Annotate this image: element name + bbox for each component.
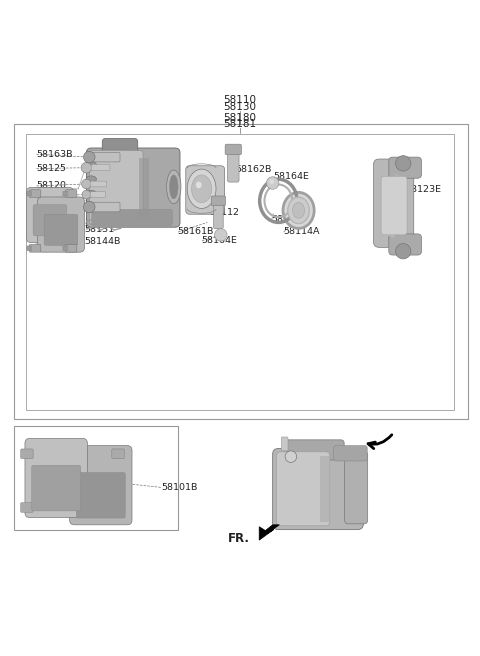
FancyBboxPatch shape (186, 166, 225, 215)
Text: 58151B: 58151B (278, 454, 315, 463)
Circle shape (84, 201, 95, 213)
Text: 1360GJ: 1360GJ (302, 445, 336, 453)
Text: 58144B: 58144B (84, 237, 120, 246)
FancyBboxPatch shape (91, 152, 120, 162)
FancyBboxPatch shape (76, 472, 125, 518)
Ellipse shape (86, 202, 96, 209)
FancyBboxPatch shape (276, 452, 330, 525)
FancyBboxPatch shape (139, 157, 149, 218)
FancyBboxPatch shape (281, 437, 288, 451)
Circle shape (285, 451, 297, 462)
FancyBboxPatch shape (70, 445, 132, 525)
Circle shape (215, 229, 227, 241)
FancyBboxPatch shape (214, 201, 223, 229)
Text: 58161B: 58161B (178, 228, 214, 237)
FancyBboxPatch shape (63, 191, 68, 196)
FancyBboxPatch shape (63, 246, 68, 251)
FancyBboxPatch shape (27, 246, 32, 251)
Ellipse shape (293, 203, 304, 218)
FancyBboxPatch shape (389, 157, 421, 178)
Ellipse shape (196, 182, 202, 188)
Circle shape (84, 152, 95, 163)
FancyBboxPatch shape (381, 176, 407, 235)
Bar (26, 134, 454, 409)
Ellipse shape (169, 175, 178, 199)
Text: 58180: 58180 (224, 113, 256, 123)
FancyBboxPatch shape (29, 190, 41, 197)
Ellipse shape (283, 192, 314, 228)
Circle shape (396, 155, 411, 171)
Text: 58162B: 58162B (235, 165, 272, 174)
FancyBboxPatch shape (112, 449, 124, 459)
Ellipse shape (86, 190, 96, 197)
FancyBboxPatch shape (21, 449, 33, 459)
Circle shape (82, 179, 91, 189)
FancyBboxPatch shape (225, 144, 241, 155)
FancyBboxPatch shape (345, 451, 368, 524)
Bar (14, 426, 178, 529)
FancyBboxPatch shape (89, 150, 143, 224)
FancyBboxPatch shape (102, 138, 138, 159)
Text: 58123E: 58123E (406, 185, 442, 194)
Text: 58112: 58112 (209, 209, 239, 217)
FancyBboxPatch shape (90, 181, 107, 187)
Ellipse shape (288, 197, 310, 224)
Circle shape (266, 177, 279, 190)
FancyBboxPatch shape (37, 197, 84, 252)
FancyBboxPatch shape (285, 440, 344, 460)
Ellipse shape (187, 169, 216, 209)
Text: 58110: 58110 (224, 95, 256, 105)
Text: 58120: 58120 (36, 182, 66, 190)
Text: 58131: 58131 (84, 224, 114, 234)
Text: 58131: 58131 (84, 217, 114, 226)
Circle shape (82, 190, 91, 199)
Text: 58114A: 58114A (283, 228, 320, 237)
FancyBboxPatch shape (26, 188, 73, 243)
Polygon shape (259, 525, 279, 540)
FancyBboxPatch shape (228, 150, 239, 182)
FancyBboxPatch shape (334, 445, 367, 461)
FancyBboxPatch shape (33, 205, 67, 236)
Text: 58163B: 58163B (36, 150, 72, 159)
Text: 58164E: 58164E (202, 236, 238, 245)
Text: 58144B: 58144B (84, 194, 120, 203)
Text: 58181: 58181 (223, 119, 257, 129)
Ellipse shape (86, 161, 96, 168)
FancyBboxPatch shape (27, 191, 32, 196)
FancyBboxPatch shape (106, 150, 129, 164)
Text: 58113: 58113 (271, 215, 301, 224)
FancyBboxPatch shape (91, 164, 110, 171)
Text: 58130: 58130 (224, 102, 256, 112)
FancyBboxPatch shape (211, 196, 226, 205)
Text: FR.: FR. (228, 532, 250, 544)
FancyBboxPatch shape (29, 245, 41, 252)
Ellipse shape (86, 176, 96, 182)
Text: 58125: 58125 (36, 164, 66, 173)
FancyBboxPatch shape (44, 215, 78, 245)
FancyBboxPatch shape (90, 192, 106, 197)
FancyBboxPatch shape (65, 245, 77, 252)
FancyBboxPatch shape (65, 190, 77, 197)
Circle shape (269, 179, 274, 184)
Ellipse shape (167, 170, 181, 203)
Ellipse shape (192, 175, 212, 203)
Circle shape (396, 243, 411, 259)
FancyBboxPatch shape (91, 202, 120, 212)
FancyBboxPatch shape (86, 148, 180, 227)
FancyBboxPatch shape (21, 502, 33, 512)
FancyBboxPatch shape (92, 209, 172, 225)
FancyBboxPatch shape (389, 234, 421, 255)
FancyBboxPatch shape (273, 449, 363, 529)
Text: 58314: 58314 (36, 192, 66, 201)
Text: 58101B: 58101B (161, 483, 197, 492)
Text: 58163B: 58163B (36, 203, 72, 213)
Text: 58164E: 58164E (274, 172, 310, 181)
FancyBboxPatch shape (25, 438, 87, 518)
Circle shape (81, 163, 92, 173)
Bar (14, 124, 468, 419)
FancyBboxPatch shape (320, 456, 329, 522)
FancyBboxPatch shape (112, 502, 124, 512)
FancyBboxPatch shape (373, 159, 414, 247)
FancyBboxPatch shape (32, 465, 81, 511)
